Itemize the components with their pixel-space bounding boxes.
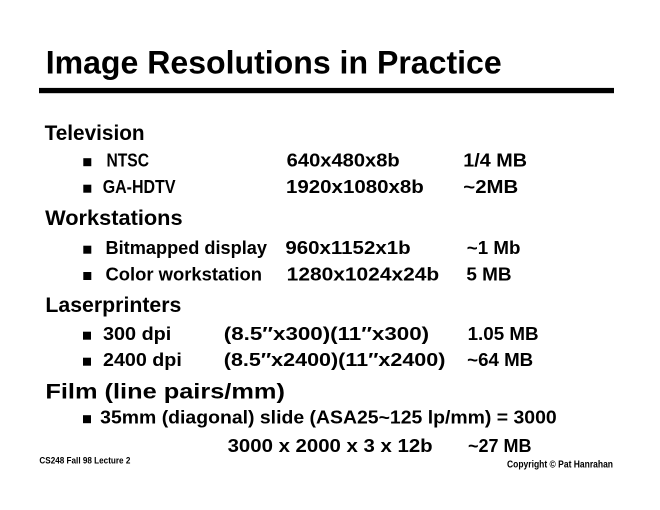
svg-text:CS248 Fall 98 Lecture 2: CS248 Fall 98 Lecture 2 (39, 456, 130, 466)
svg-text:Copyright © Pat Hanrahan: Copyright © Pat Hanrahan (507, 459, 613, 470)
svg-text:~1 Mb: ~1 Mb (467, 238, 521, 258)
svg-text:~64 MB: ~64 MB (467, 350, 533, 370)
svg-text:300 dpi: 300 dpi (103, 324, 171, 344)
svg-text:GA-HDTV: GA-HDTV (103, 177, 176, 197)
svg-text:NTSC: NTSC (107, 151, 150, 171)
svg-text:(8.5″x300)(11″x300): (8.5″x300)(11″x300) (224, 324, 429, 344)
svg-text:Laserprinters: Laserprinters (45, 294, 181, 317)
svg-text:Image Resolutions in Practice: Image Resolutions in Practice (46, 44, 502, 80)
svg-text:Workstations: Workstations (45, 207, 183, 230)
svg-text:Television: Television (45, 122, 145, 145)
svg-text:1.05 MB: 1.05 MB (468, 324, 539, 344)
svg-text:35mm (diagonal) slide (ASA25~1: 35mm (diagonal) slide (ASA25~125 lp/mm) … (100, 408, 557, 428)
svg-text:Bitmapped display: Bitmapped display (106, 238, 268, 258)
svg-text:Color workstation: Color workstation (106, 264, 263, 284)
svg-text:5 MB: 5 MB (466, 264, 511, 284)
svg-text:~27 MB: ~27 MB (468, 436, 532, 456)
svg-text:640x480x8b: 640x480x8b (287, 151, 400, 171)
svg-text:3000 x 2000 x 3 x 12b: 3000 x 2000 x 3 x 12b (228, 436, 433, 456)
svg-text:2400 dpi: 2400 dpi (103, 350, 182, 370)
svg-text:(8.5″x2400)(11″x2400): (8.5″x2400)(11″x2400) (224, 350, 446, 370)
svg-text:~2MB: ~2MB (463, 177, 518, 197)
svg-text:Film (line pairs/mm): Film (line pairs/mm) (45, 381, 285, 404)
svg-text:1280x1024x24b: 1280x1024x24b (287, 264, 440, 284)
svg-text:960x1152x1b: 960x1152x1b (285, 238, 410, 258)
svg-text:1920x1080x8b: 1920x1080x8b (286, 177, 424, 197)
svg-text:1/4 MB: 1/4 MB (463, 151, 527, 171)
